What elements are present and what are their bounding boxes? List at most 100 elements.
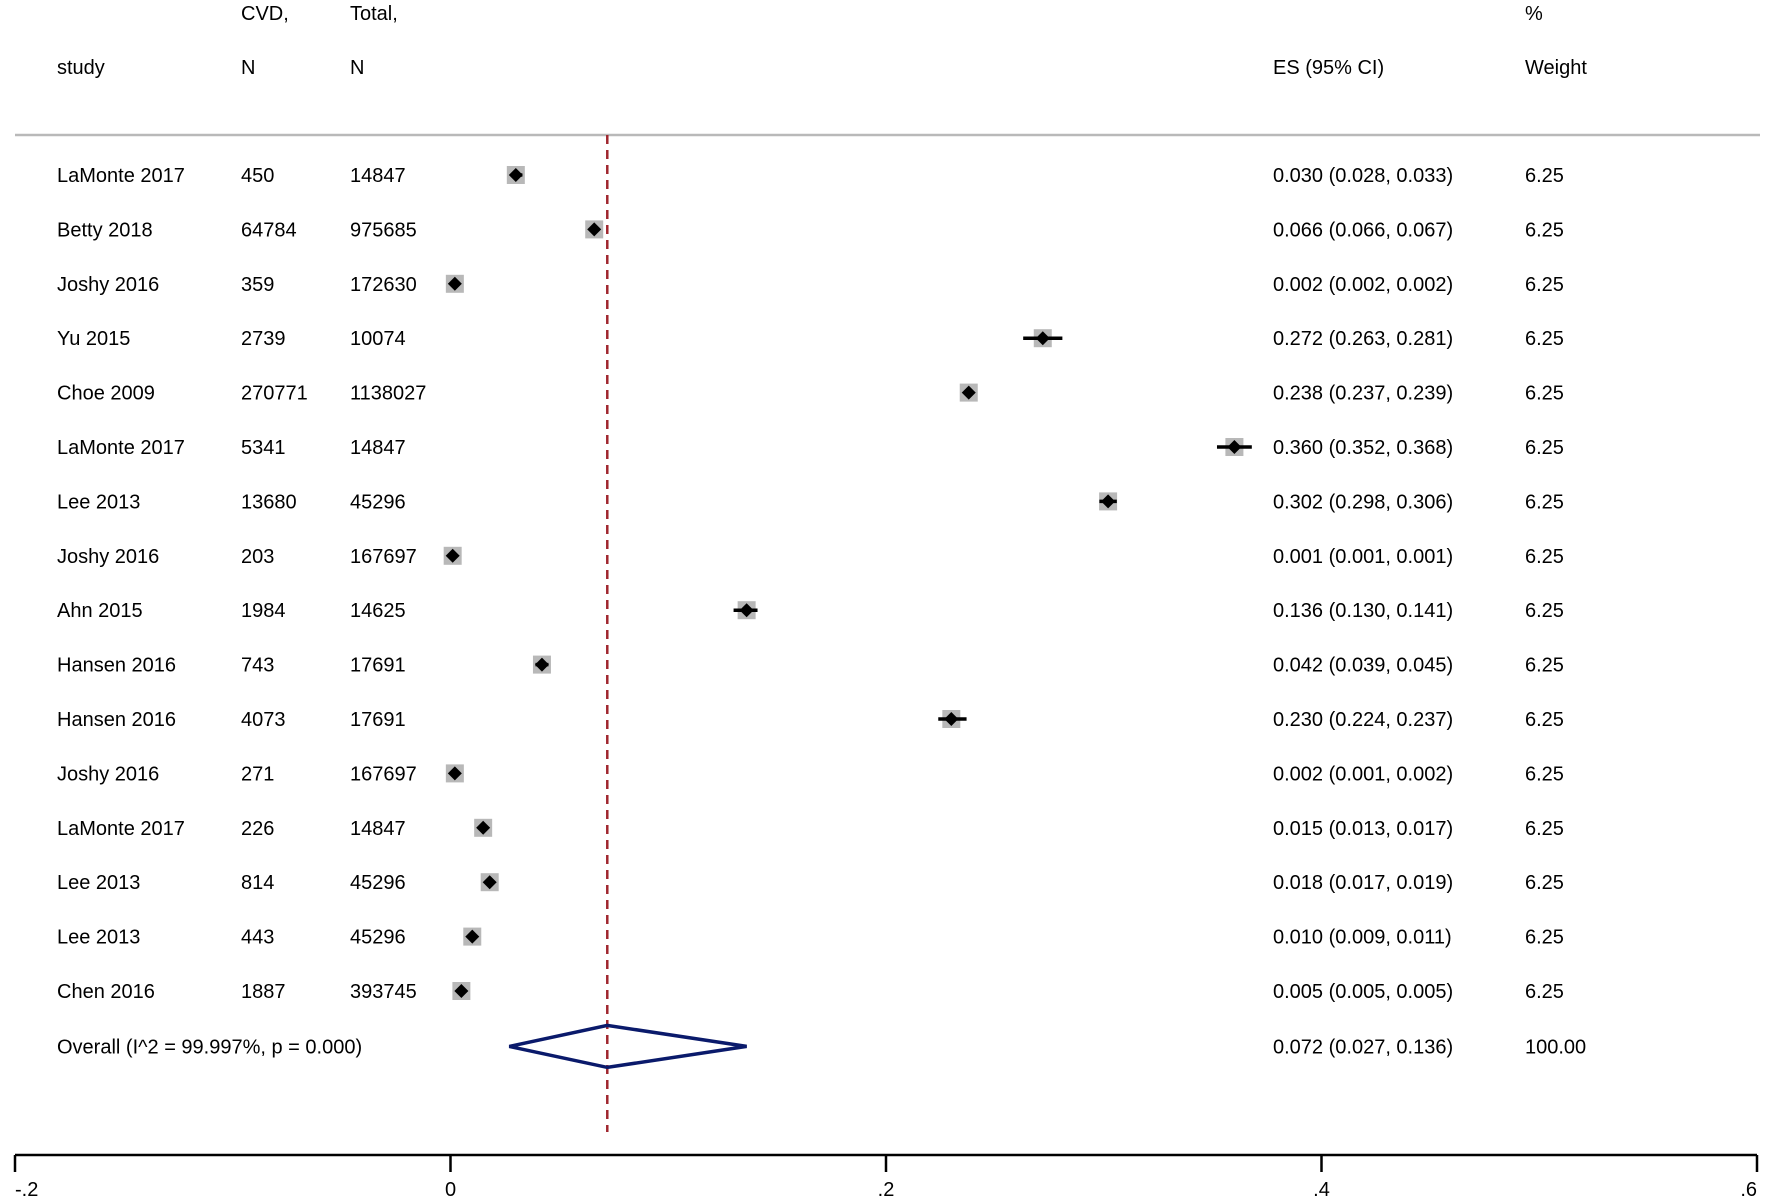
overall-row: Overall (I^2 = 99.997%, p = 0.000) 0.072 …: [57, 1023, 1586, 1070]
study-row: LaMonte 2017 226 14847 0.015 (0.013, 0.017)…: [57, 818, 1564, 840]
cvd-n-value: 1984: [241, 600, 286, 622]
cvd-n-value: 270771: [241, 383, 308, 405]
point-estimate-marker: [1101, 494, 1116, 509]
total-n-value: 14625: [350, 600, 406, 622]
total-n-value: 167697: [350, 546, 417, 568]
x-tick-label: .2: [878, 1179, 895, 1201]
study-row: Joshy 2016 359 172630 0.002 (0.002, 0.002) 6…: [57, 274, 1564, 296]
weight-value: 6.25: [1525, 981, 1564, 1003]
study-row: Ahn 2015 1984 14625 0.136 (0.130, 0.141) 6.2…: [57, 600, 1564, 622]
weight-value: 6.25: [1525, 437, 1564, 459]
total-n-value: 14847: [350, 818, 406, 840]
weight-value: 6.25: [1525, 274, 1564, 296]
header-study: study: [57, 57, 105, 79]
total-n-value: 45296: [350, 491, 406, 513]
point-estimate-marker: [961, 385, 976, 400]
study-name: Joshy 2016: [57, 763, 159, 785]
total-n-value: 975685: [350, 219, 417, 241]
study-row: Lee 2013 13680 45296 0.302 (0.298, 0.306) 6.…: [57, 491, 1564, 513]
es-ci-value: 0.002 (0.002, 0.002): [1273, 274, 1453, 296]
total-n-value: 10074: [350, 328, 406, 350]
total-n-value: 17691: [350, 655, 406, 677]
total-n-value: 17691: [350, 709, 406, 731]
study-name: LaMonte 2017: [57, 165, 185, 187]
study-row: Choe 2009 270771 1138027 0.238 (0.237, 0.23…: [57, 383, 1564, 405]
study-row: Joshy 2016 203 167697 0.001 (0.001, 0.001) 6…: [57, 546, 1564, 568]
study-name: Ahn 2015: [57, 600, 143, 622]
weight-value: 6.25: [1525, 491, 1564, 513]
study-name: Betty 2018: [57, 219, 153, 241]
weight-value: 6.25: [1525, 328, 1564, 350]
header-total-line2: N: [350, 57, 364, 79]
header-es: ES (95% CI): [1273, 57, 1384, 79]
header-weight-line2: Weight: [1525, 57, 1587, 79]
point-estimate-marker: [447, 766, 462, 781]
weight-value: 6.25: [1525, 600, 1564, 622]
total-n-value: 45296: [350, 927, 406, 949]
es-ci-value: 0.066 (0.066, 0.067): [1273, 219, 1453, 241]
study-name: Lee 2013: [57, 872, 140, 894]
es-ci-value: 0.042 (0.039, 0.045): [1273, 655, 1453, 677]
cvd-n-value: 226: [241, 818, 274, 840]
point-estimate-marker: [482, 875, 497, 890]
study-rows: LaMonte 2017 450 14847 0.030 (0.028, 0.033)…: [57, 165, 1564, 1003]
total-n-value: 14847: [350, 165, 406, 187]
point-estimate-marker: [944, 712, 959, 726]
es-ci-value: 0.302 (0.298, 0.306): [1273, 491, 1453, 513]
study-name: Yu 2015: [57, 328, 130, 350]
header-weight-line1: %: [1525, 3, 1543, 25]
es-ci-value: 0.002 (0.001, 0.002): [1273, 763, 1453, 785]
cvd-n-value: 1887: [241, 981, 286, 1003]
point-estimate-marker: [534, 657, 549, 672]
x-tick-label: .4: [1313, 1179, 1330, 1201]
overall-diamond: [508, 1023, 747, 1070]
point-estimate-marker: [739, 603, 754, 618]
study-row: LaMonte 2017 5341 14847 0.360 (0.352, 0.368…: [57, 437, 1564, 459]
es-ci-value: 0.001 (0.001, 0.001): [1273, 546, 1453, 568]
es-ci-value: 0.360 (0.352, 0.368): [1273, 437, 1453, 459]
weight-value: 6.25: [1525, 818, 1564, 840]
study-name: LaMonte 2017: [57, 818, 185, 840]
weight-value: 6.25: [1525, 872, 1564, 894]
overall-label: Overall (I^2 = 99.997%, p = 0.000): [57, 1036, 362, 1058]
overall-weight-value: 100.00: [1525, 1036, 1586, 1058]
study-name: Choe 2009: [57, 383, 155, 405]
cvd-n-value: 2739: [241, 328, 286, 350]
study-name: Hansen 2016: [57, 655, 176, 677]
study-name: Lee 2013: [57, 927, 140, 949]
study-name: LaMonte 2017: [57, 437, 185, 459]
x-tick-label: -.2: [15, 1179, 38, 1201]
weight-value: 6.25: [1525, 219, 1564, 241]
es-ci-value: 0.030 (0.028, 0.033): [1273, 165, 1453, 187]
cvd-n-value: 443: [241, 927, 274, 949]
weight-value: 6.25: [1525, 709, 1564, 731]
total-n-value: 14847: [350, 437, 406, 459]
study-row: Hansen 2016 743 17691 0.042 (0.039, 0.045) 6…: [57, 655, 1564, 677]
point-estimate-marker: [1227, 440, 1242, 454]
es-ci-value: 0.136 (0.130, 0.141): [1273, 600, 1453, 622]
weight-value: 6.25: [1525, 655, 1564, 677]
point-estimate-marker: [445, 548, 460, 563]
total-n-value: 393745: [350, 981, 417, 1003]
cvd-n-value: 271: [241, 763, 274, 785]
overall-es-ci-value: 0.072 (0.027, 0.136): [1273, 1036, 1453, 1058]
total-n-value: 172630: [350, 274, 417, 296]
point-estimate-marker: [587, 222, 602, 237]
es-ci-value: 0.010 (0.009, 0.011): [1273, 927, 1452, 949]
cvd-n-value: 743: [241, 655, 274, 677]
point-estimate-marker: [465, 929, 480, 944]
point-estimate-marker: [508, 168, 523, 182]
total-n-value: 167697: [350, 763, 417, 785]
cvd-n-value: 4073: [241, 709, 286, 731]
cvd-n-value: 203: [241, 546, 274, 568]
study-name: Hansen 2016: [57, 709, 176, 731]
cvd-n-value: 13680: [241, 491, 297, 513]
x-tick-label: .6: [1740, 1179, 1757, 1201]
x-axis: -.2 0 .2 .4 .6: [13, 1153, 1759, 1201]
point-estimate-marker: [447, 276, 462, 291]
study-row: LaMonte 2017 450 14847 0.030 (0.028, 0.033)…: [57, 165, 1564, 187]
study-row: Hansen 2016 4073 17691 0.230 (0.224, 0.237)…: [57, 709, 1564, 731]
es-ci-value: 0.230 (0.224, 0.237): [1273, 709, 1453, 731]
study-row: Chen 2016 1887 393745 0.005 (0.005, 0.005) 6…: [57, 981, 1564, 1003]
